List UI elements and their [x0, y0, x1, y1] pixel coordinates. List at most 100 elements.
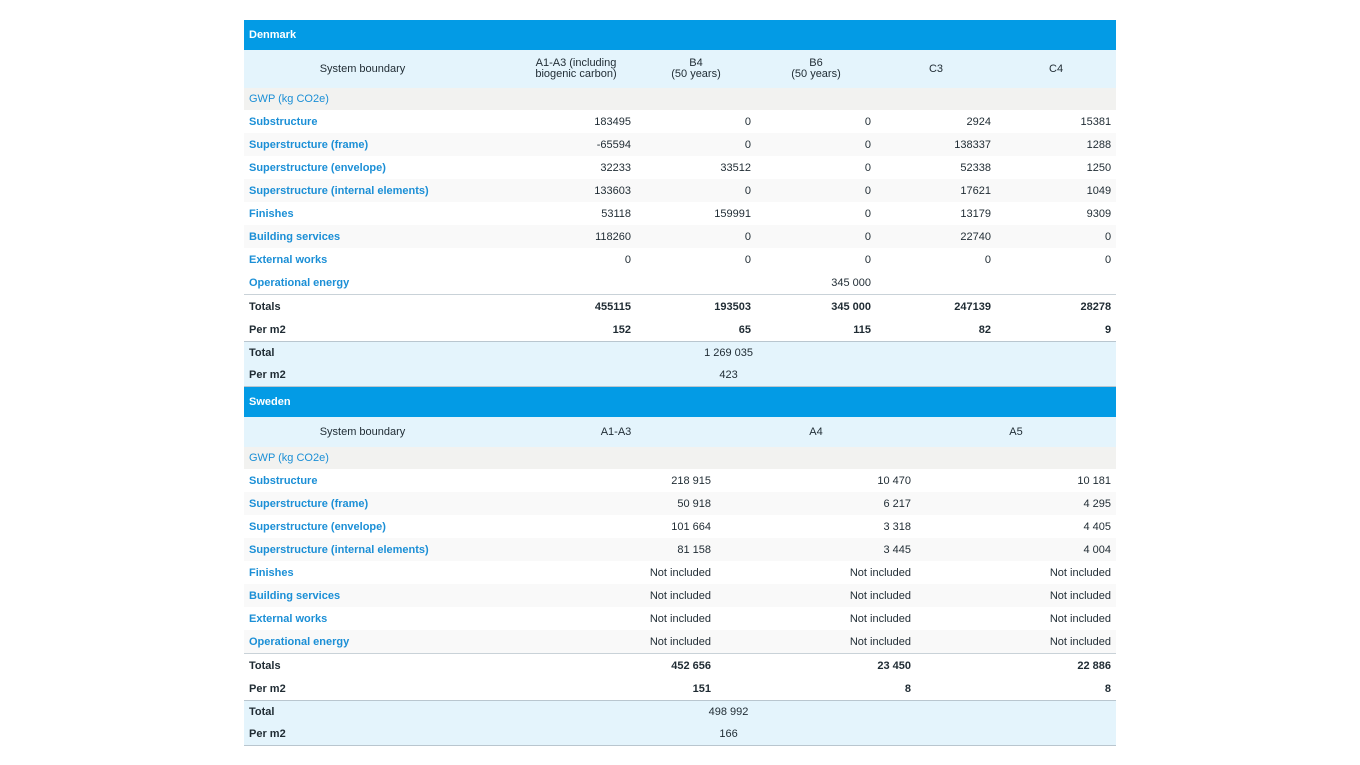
row-value: 81 158 [516, 538, 716, 561]
denmark-per-m2-value: 82 [978, 323, 991, 336]
empty-cell [996, 271, 1116, 295]
table-row: Building services 118260 0 0 22740 0 [244, 225, 1117, 248]
row-value: 33512 [720, 161, 751, 174]
row-value: Not included [516, 584, 716, 607]
row-value: 17621 [876, 179, 996, 202]
sweden-total-label: Total [244, 700, 516, 723]
row-value: 4 004 [916, 538, 1117, 561]
denmark-header-a1-a3-text: A1-A3 (including biogenic carbon) [535, 57, 617, 80]
sweden-title-row: Sweden [244, 387, 1117, 417]
row-value: 0 [864, 253, 871, 266]
table-row: Superstructure (internal elements) 81 158… [244, 538, 1117, 561]
denmark-header-b6: B6 (50 years) [756, 50, 876, 88]
row-label: External works [249, 612, 328, 625]
row-value: 0 [636, 133, 756, 156]
sweden-totals-value: 452 656 [516, 653, 716, 677]
table-row: Superstructure (internal elements) 133603… [244, 179, 1117, 202]
row-value: Not included [716, 630, 916, 654]
sweden-totals-label: Totals [244, 653, 516, 677]
row-value: -65594 [516, 133, 636, 156]
row-value: 218 915 [671, 474, 711, 487]
denmark-table: Denmark System boundary A1-A3 (including… [244, 20, 1117, 387]
row-value: 0 [624, 253, 631, 266]
row-value: 15381 [1080, 115, 1112, 128]
row-value: 101 664 [671, 520, 711, 533]
sweden-per-m2-label: Per m2 [249, 682, 286, 695]
denmark-total-value: 1 269 035 [516, 341, 1117, 364]
denmark-total-per-m2-row: Per m2 423 [244, 364, 1117, 387]
sweden-gwp-row: GWP (kg CO2e) [244, 447, 1117, 469]
denmark-per-m2-value: 9 [1104, 323, 1112, 336]
row-value: 3 318 [883, 520, 911, 533]
table-row: Substructure 218 915 10 470 10 181 [244, 469, 1116, 492]
gwp-tables-page: Denmark System boundary A1-A3 (including… [244, 20, 1117, 746]
denmark-operational-label: Operational energy [249, 276, 350, 289]
row-label: External works [249, 253, 328, 266]
denmark-per-m2-value: 115 [853, 323, 871, 336]
denmark-header-row: System boundary A1-A3 (including biogeni… [244, 50, 1117, 88]
table-row: External works 0 0 0 0 0 [244, 248, 1116, 271]
sweden-totals-value: 22 886 [916, 653, 1117, 677]
sweden-total-per-m2-label: Per m2 [244, 723, 516, 746]
row-value: 2924 [966, 115, 991, 128]
empty-cell [636, 271, 756, 295]
denmark-per-m2-value: 65 [738, 323, 751, 336]
row-value: 53118 [601, 207, 631, 220]
row-value: 22740 [876, 225, 996, 248]
denmark-per-m2-row: Per m2 152 65 115 82 9 [244, 318, 1116, 342]
row-label: Finishes [249, 207, 294, 220]
row-label: Operational energy [244, 630, 516, 654]
row-value: 0 [984, 253, 991, 266]
row-value: 118260 [516, 225, 636, 248]
table-row: Finishes Not included Not included Not incl… [244, 561, 1116, 584]
sweden-table: Sweden System boundary A1-A3 A4 A5 GWP (… [244, 387, 1117, 746]
row-value: 0 [1104, 253, 1112, 266]
row-value: 32233 [600, 161, 631, 174]
sweden-header-row: System boundary A1-A3 A4 A5 [244, 417, 1117, 447]
sweden-total-per-m2-value: 166 [516, 723, 1117, 746]
row-value: 13179 [960, 207, 991, 220]
sweden-total-per-m2-row: Per m2 166 [244, 723, 1117, 746]
table-row: Superstructure (envelope) 101 664 3 318 4 4… [244, 515, 1116, 538]
row-label: Building services [244, 225, 516, 248]
sweden-rows: Substructure 218 915 10 470 10 181 Superstru… [244, 469, 1117, 654]
row-label: Substructure [249, 115, 318, 128]
denmark-totals-value: 193503 [636, 294, 756, 318]
sweden-header-a5: A5 [916, 417, 1117, 447]
sweden-per-m2-value: 8 [904, 682, 911, 695]
row-value: 0 [756, 225, 876, 248]
row-value: Not included [649, 566, 711, 579]
denmark-operational-value: 345 000 [831, 276, 871, 289]
row-value: 133603 [516, 179, 636, 202]
denmark-header-a1-a3: A1-A3 (including biogenic carbon) [516, 50, 636, 88]
table-row: Operational energy Not included Not includ… [244, 630, 1117, 654]
denmark-per-m2-value: 152 [612, 323, 631, 336]
row-value: 0 [744, 253, 751, 266]
row-value: Not included [1049, 612, 1112, 625]
row-value: 0 [756, 179, 876, 202]
row-value: Not included [1049, 566, 1112, 579]
row-value: 6 217 [716, 492, 916, 515]
denmark-header-c4: C4 [996, 50, 1117, 88]
row-value: Not included [516, 630, 716, 654]
row-label: Superstructure (internal elements) [244, 538, 516, 561]
denmark-rows: Substructure 183495 0 0 2924 15381 Superstruct… [244, 110, 1117, 271]
sweden-header-a4: A4 [716, 417, 916, 447]
table-row: Superstructure (envelope) 32233 33512 0 5233… [244, 156, 1116, 179]
table-row: Finishes 53118 159991 0 13179 9309 [244, 202, 1116, 225]
row-label: Superstructure (frame) [244, 133, 516, 156]
sweden-total-row: Total 498 992 [244, 700, 1117, 723]
row-value: 10 181 [1077, 474, 1112, 487]
denmark-totals-value: 455115 [516, 294, 636, 318]
denmark-totals-label: Totals [244, 294, 516, 318]
row-value: 183495 [594, 115, 631, 128]
row-label: Substructure [249, 474, 318, 487]
table-row: Superstructure (frame) 50 918 6 217 4 295 [244, 492, 1117, 515]
sweden-title: Sweden [244, 387, 1117, 417]
row-value: 0 [864, 207, 871, 220]
empty-cell [876, 271, 996, 295]
sweden-per-m2-value: 151 [692, 682, 711, 695]
denmark-header-b4-text: B4 (50 years) [671, 57, 721, 80]
row-value: Not included [849, 612, 911, 625]
row-value: Not included [916, 630, 1117, 654]
